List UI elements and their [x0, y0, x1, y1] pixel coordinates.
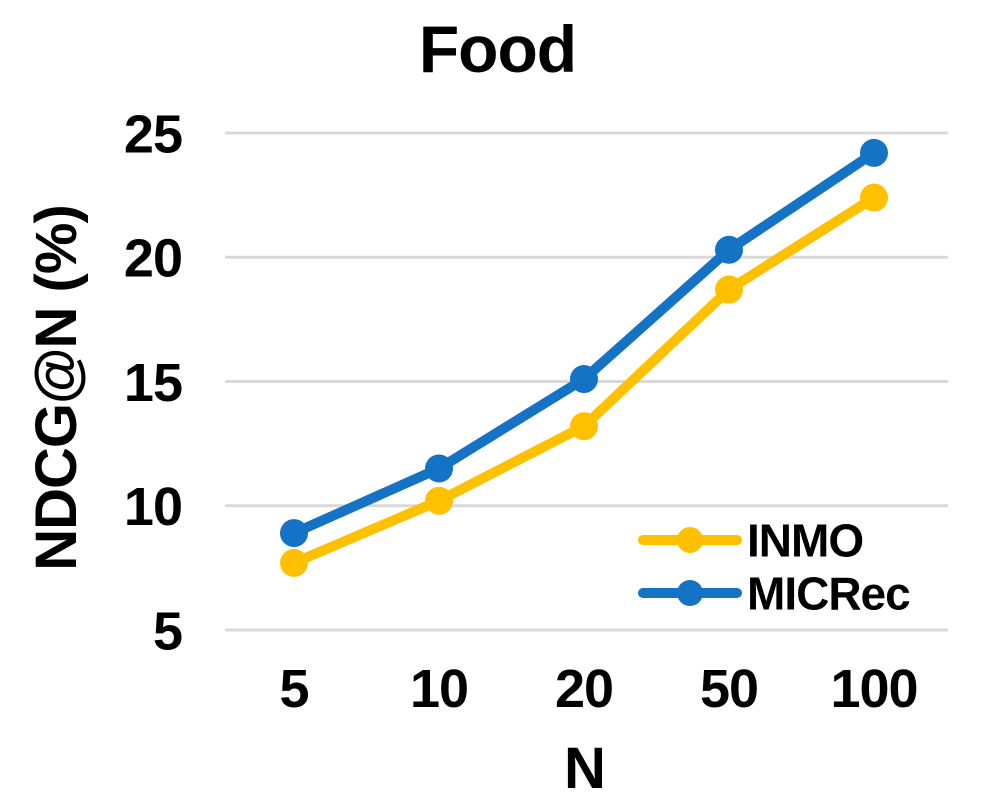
x-tick-label-10: 10 [410, 659, 468, 719]
legend-label-inmo: INMO [747, 515, 863, 567]
x-tick-label-50: 50 [700, 659, 758, 719]
x-tick-label-5: 5 [279, 659, 308, 719]
legend-entry-inmo[interactable]: INMO [638, 515, 864, 567]
legend-entry-micrec[interactable]: MICRec [638, 568, 911, 620]
legend-label-micrec: MICRec [747, 568, 910, 620]
x-tick-label-20: 20 [555, 659, 613, 719]
x-axis-label: N [564, 736, 606, 801]
data-point-inmo-50 [715, 275, 743, 304]
chart-title: Food [418, 12, 577, 86]
y-axis-label: NDCG@N (%) [24, 205, 89, 571]
data-point-inmo-100 [860, 183, 888, 212]
data-point-micrec-50 [715, 235, 743, 264]
data-point-inmo-10 [425, 486, 453, 515]
data-point-micrec-5 [280, 519, 308, 548]
legend-marker-dot-inmo [677, 527, 703, 553]
series-line-micrec [289, 147, 879, 539]
y-tick-label-5: 5 [153, 601, 182, 661]
y-tick-label-20: 20 [124, 229, 182, 289]
x-tick-label-100: 100 [830, 659, 917, 719]
data-point-inmo-5 [280, 548, 308, 577]
data-point-micrec-10 [425, 454, 453, 483]
legend-marker-dot-micrec [677, 580, 703, 606]
y-tick-label-10: 10 [124, 477, 182, 537]
data-point-micrec-20 [570, 365, 598, 394]
data-point-micrec-100 [860, 138, 888, 167]
y-tick-label-15: 15 [124, 353, 182, 413]
data-point-inmo-20 [570, 412, 598, 441]
y-tick-label-25: 25 [124, 104, 182, 164]
